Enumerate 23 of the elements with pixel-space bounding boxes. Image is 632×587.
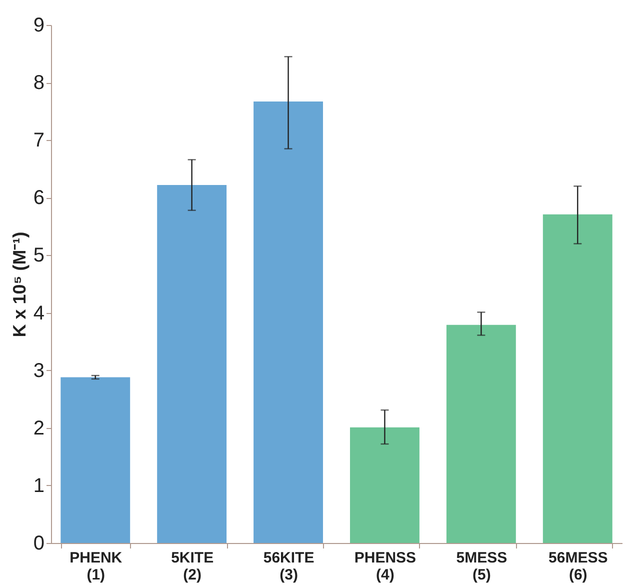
bar (157, 185, 227, 543)
x-tick-label: 56MESS (6) (548, 550, 608, 584)
bar (446, 324, 516, 543)
y-tick-label: 7 (33, 130, 44, 152)
x-tick-label: PHENSS (4) (354, 550, 416, 584)
y-tick-label: 0 (33, 532, 44, 554)
x-tick-label: PHENK (1) (70, 550, 122, 584)
x-tick-label: 5KITE (2) (171, 550, 214, 584)
y-axis-title: K x 10⁵ (M⁻¹) (9, 232, 30, 338)
y-tick-label: 3 (33, 360, 44, 382)
y-tick-label: 5 (33, 244, 44, 267)
y-tick-label: 9 (33, 14, 44, 36)
x-tick-label: 5MESS (5) (456, 550, 508, 584)
y-tick-label: 1 (33, 474, 44, 497)
x-tick-label: 56KITE (3) (263, 550, 314, 584)
y-tick-label: 4 (33, 302, 44, 324)
y-tick-label: 8 (33, 72, 44, 94)
y-tick-label: 6 (33, 187, 44, 210)
bar (350, 427, 420, 543)
bar (60, 377, 130, 543)
y-tick-label: 2 (33, 417, 44, 440)
bar (542, 214, 612, 543)
bar (254, 102, 323, 543)
